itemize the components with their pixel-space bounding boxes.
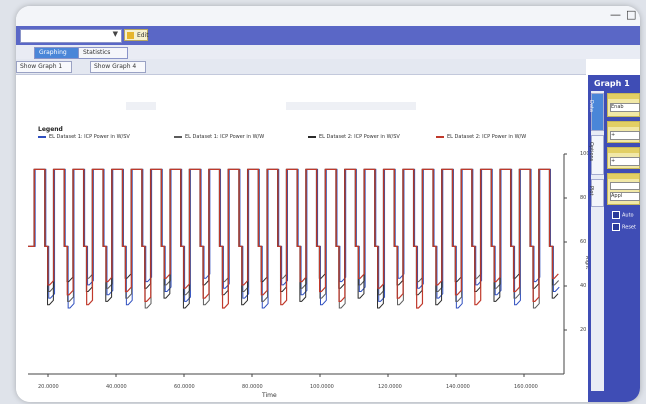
faded-title xyxy=(286,102,416,110)
expand-field[interactable]: + xyxy=(610,157,640,166)
group-header xyxy=(608,94,639,99)
side-tab-strip: Data Options Plot xyxy=(588,91,604,391)
tab-strip: Graphing Statistics xyxy=(16,45,640,59)
y-tick-label: 80 xyxy=(580,195,587,201)
tab-statistics[interactable]: Statistics xyxy=(78,47,128,59)
side-tab-plot[interactable]: Plot xyxy=(588,179,604,207)
show-graph-1-button[interactable]: Show Graph 1 xyxy=(16,61,72,73)
side-tab-label: Plot xyxy=(588,186,594,196)
legend-swatch xyxy=(436,135,444,138)
chevron-down-icon[interactable]: ▼ xyxy=(112,30,118,38)
auto-option[interactable]: Auto xyxy=(612,211,634,219)
y-tick-label: 100 xyxy=(580,151,590,157)
x-tick-label: 20.0000 xyxy=(38,384,59,390)
panel-title: Graph 1 xyxy=(594,79,630,88)
x-tick-label: 120.0000 xyxy=(378,384,402,390)
side-tab-data[interactable]: Data xyxy=(588,93,604,131)
edit-button[interactable]: Edit xyxy=(124,29,149,41)
x-axis-label: Time xyxy=(262,392,277,399)
property-group: + xyxy=(607,121,640,143)
y-tick-label: 40 xyxy=(580,283,587,289)
legend-item: EL Dataset 1: ICP Power in W/W xyxy=(174,134,264,140)
group-header xyxy=(608,122,639,127)
legend-label: EL Dataset 2: ICP Power in W/SV xyxy=(319,134,400,140)
show-graph-4-button[interactable]: Show Graph 4 xyxy=(90,61,146,73)
legend-label: EL Dataset 2: ICP Power in W/W xyxy=(447,134,527,140)
reset-option[interactable]: Reset xyxy=(612,223,636,231)
side-tab-label: Data xyxy=(588,100,594,112)
value-field[interactable] xyxy=(610,182,640,190)
x-tick-label: 140.0000 xyxy=(446,384,470,390)
series-line xyxy=(28,168,559,309)
minimize-icon[interactable]: — xyxy=(610,8,621,21)
series-line xyxy=(28,168,560,309)
legend-title: Legend xyxy=(38,126,63,133)
legend: EL Dataset 1: ICP Power in W/SV EL Datas… xyxy=(38,134,578,142)
option-label: Reset xyxy=(622,224,636,231)
tab-graphing[interactable]: Graphing xyxy=(34,47,84,59)
maximize-icon[interactable]: □ xyxy=(626,8,637,21)
legend-item: EL Dataset 1: ICP Power in W/SV xyxy=(38,134,130,140)
side-tab-label: Options xyxy=(588,142,594,162)
legend-swatch xyxy=(38,135,46,138)
x-tick-label: 80.0000 xyxy=(242,384,263,390)
side-tab-options[interactable]: Options xyxy=(588,135,604,175)
group-header xyxy=(608,174,639,179)
graph-settings-panel: Graph 1 Data Options Plot Enab + + Appl … xyxy=(588,75,640,402)
x-tick-label: 40.0000 xyxy=(106,384,127,390)
line-chart[interactable] xyxy=(16,146,586,384)
checkbox-icon xyxy=(612,211,620,219)
option-label: Auto xyxy=(622,212,634,219)
title-bar: — □ xyxy=(16,6,640,26)
legend-label: EL Dataset 1: ICP Power in W/SV xyxy=(49,134,130,140)
property-group: Appl xyxy=(607,173,640,205)
folder-icon xyxy=(127,32,134,39)
series-line xyxy=(28,168,560,309)
graph-button-bar: Show Graph 1 Show Graph 4 xyxy=(16,59,586,75)
legend-item: EL Dataset 2: ICP Power in W/W xyxy=(436,134,526,140)
faded-label xyxy=(126,102,156,110)
series-line xyxy=(28,168,559,309)
enable-checkbox[interactable]: Enab xyxy=(610,103,640,112)
checkbox-icon xyxy=(612,223,620,231)
expand-field[interactable]: + xyxy=(610,131,640,140)
dataset-combo[interactable]: ▼ xyxy=(20,29,122,43)
group-header xyxy=(608,148,639,153)
x-tick-label: 60.0000 xyxy=(174,384,195,390)
toolbar: ▼ Edit xyxy=(16,26,640,45)
y-tick-label: 20 xyxy=(580,327,587,333)
legend-swatch xyxy=(308,135,316,138)
x-tick-label: 100.0000 xyxy=(310,384,334,390)
legend-item: EL Dataset 2: ICP Power in W/SV xyxy=(308,134,400,140)
edit-button-label: Edit xyxy=(137,32,149,39)
apply-button[interactable]: Appl xyxy=(610,192,640,201)
y-tick-label: 60 xyxy=(580,239,587,245)
x-tick-label: 160.0000 xyxy=(514,384,538,390)
property-group: + xyxy=(607,147,640,169)
legend-swatch xyxy=(174,135,182,138)
app-window: — □ ▼ Edit Graphing Statistics Show Grap… xyxy=(16,6,640,402)
property-group: Enab xyxy=(607,93,640,117)
legend-label: EL Dataset 1: ICP Power in W/W xyxy=(185,134,265,140)
